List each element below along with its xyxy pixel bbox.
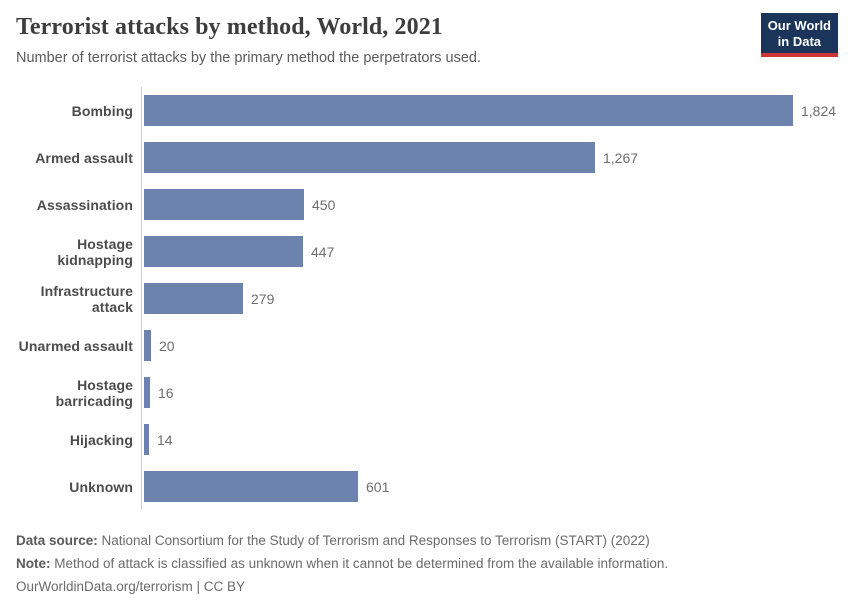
bar[interactable] [144, 471, 358, 502]
value-label: 450 [312, 196, 336, 213]
category-label: Hostage kidnapping [57, 235, 133, 268]
value-label: 16 [158, 384, 174, 401]
bar-row: Unknown 601 [16, 463, 834, 510]
category-label: Hostage barricading [55, 376, 133, 409]
owid-logo-line1: Our World [767, 18, 831, 33]
category-label: Hijacking [69, 431, 133, 448]
bar[interactable] [144, 377, 150, 408]
category-label: Unarmed assault [18, 337, 133, 354]
bar[interactable] [144, 142, 595, 173]
bar-track: 1,824 [141, 87, 836, 134]
value-label: 1,267 [603, 149, 639, 166]
bar-row: Hostage kidnapping 447 [16, 228, 834, 275]
bar-row: Unarmed assault 20 [16, 322, 834, 369]
note-label: Note: [16, 556, 51, 572]
bar[interactable] [144, 189, 304, 220]
category-label: Armed assault [35, 149, 133, 166]
data-source-text: National Consortium for the Study of Ter… [97, 533, 650, 548]
chart-header: Terrorist attacks by method, World, 2021… [16, 13, 838, 66]
data-source-line: Data source: National Consortium for the… [16, 529, 834, 552]
bar-track: 16 [141, 369, 834, 416]
value-label: 279 [251, 290, 275, 307]
bar[interactable] [144, 95, 793, 126]
category-label: Bombing [71, 102, 133, 119]
bar[interactable] [144, 236, 303, 267]
bar-row: Infrastructure attack 279 [16, 275, 834, 322]
data-source-label: Data source: [16, 533, 98, 548]
bar-row: Armed assault 1,267 [16, 134, 834, 181]
note-text: Method of attack is classified as unknow… [50, 556, 669, 572]
bar-row: Assassination 450 [16, 181, 834, 228]
bar-track: 279 [141, 275, 834, 322]
value-label: 14 [157, 431, 173, 448]
bar-track: 450 [141, 181, 834, 228]
chart-footer: Data source: National Consortium for the… [16, 529, 834, 599]
value-label: 447 [311, 243, 335, 260]
owid-logo: Our World in Data [760, 13, 838, 58]
bar-track: 447 [141, 228, 834, 275]
category-label: Infrastructure attack [40, 282, 133, 315]
bar[interactable] [144, 424, 149, 455]
bar-track: 601 [141, 463, 834, 510]
bar-track: 1,267 [141, 134, 834, 181]
bar-row: Hijacking 14 [16, 416, 834, 463]
note-line: Note: Method of attack is classified as … [16, 552, 834, 575]
bar[interactable] [144, 330, 151, 361]
chart-subtitle: Number of terrorist attacks by the prima… [16, 50, 482, 66]
license-line: OurWorldinData.org/terrorism | CC BY [16, 579, 246, 595]
category-label: Assassination [36, 196, 133, 213]
bar-row: Bombing 1,824 [16, 87, 836, 134]
bar[interactable] [144, 283, 243, 314]
bar-track: 20 [141, 322, 834, 369]
bar-row: Hostage barricading 16 [16, 369, 834, 416]
value-label: 601 [366, 478, 390, 495]
value-label: 1,824 [801, 102, 837, 119]
owid-logo-line2: in Data [777, 33, 822, 49]
category-label: Unknown [69, 478, 133, 495]
bar-track: 14 [141, 416, 834, 463]
page-title: Terrorist attacks by method, World, 2021 [16, 14, 443, 40]
value-label: 20 [159, 337, 175, 354]
bar-chart: Bombing 1,824 Armed assault 1,267 Assassinat… [16, 87, 836, 510]
